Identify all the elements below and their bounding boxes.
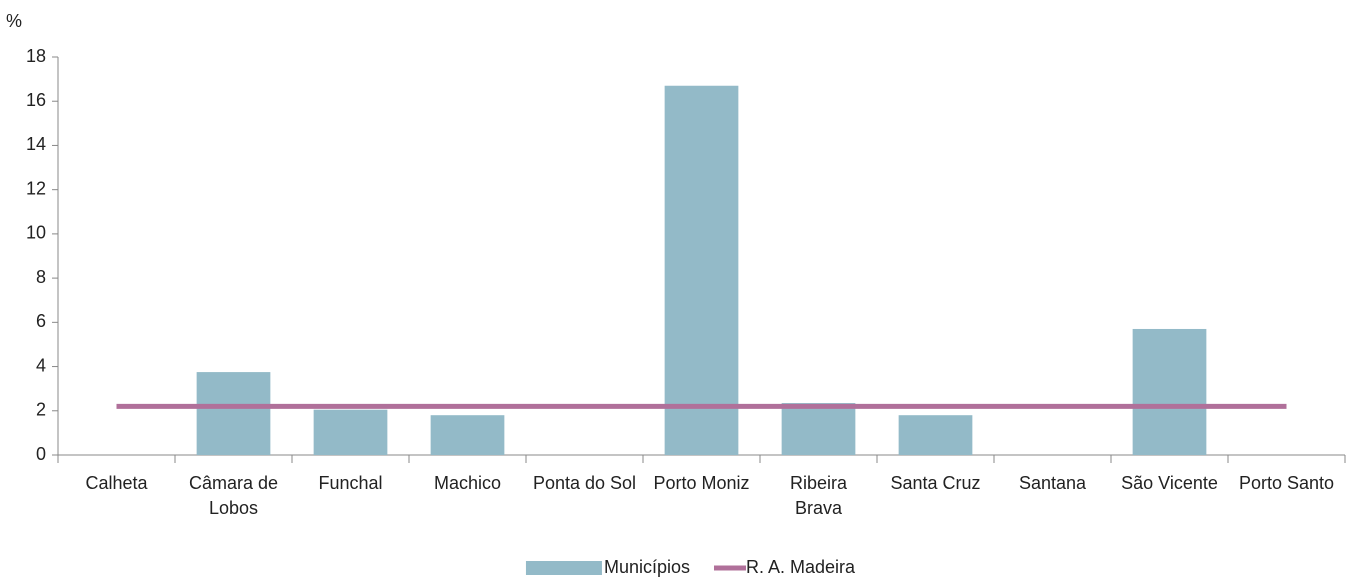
- y-tick-label: 6: [36, 311, 46, 331]
- x-tick-label: Porto Santo: [1239, 473, 1334, 493]
- legend-label: Municípios: [604, 557, 690, 577]
- x-tick-label: Calheta: [85, 473, 148, 493]
- x-tick-label: Ponta do Sol: [533, 473, 636, 493]
- y-tick-label: 2: [36, 400, 46, 420]
- x-tick-label: Câmara de Lobos: [189, 473, 278, 518]
- bar: [664, 85, 739, 455]
- x-tick-label: Santana: [1019, 473, 1087, 493]
- y-tick-label: 4: [36, 355, 46, 375]
- bar: [898, 415, 973, 455]
- x-tick-label: Machico: [434, 473, 501, 493]
- y-tick-label: 14: [26, 134, 46, 154]
- x-tick-label: Porto Moniz: [653, 473, 749, 493]
- y-tick-label: 8: [36, 267, 46, 287]
- x-tick-label: Funchal: [318, 473, 382, 493]
- y-unit-label: %: [6, 11, 22, 31]
- y-tick-label: 10: [26, 223, 46, 243]
- legend: Municípios R. A. Madeira: [525, 557, 856, 577]
- x-tick-label: Santa Cruz: [890, 473, 980, 493]
- legend-label: R. A. Madeira: [746, 557, 856, 577]
- bar: [313, 409, 388, 455]
- bar: [430, 415, 505, 455]
- x-tick-label: Ribeira Brava: [790, 473, 848, 518]
- y-tick-label: 18: [26, 46, 46, 66]
- y-tick-label: 0: [36, 444, 46, 464]
- legend-swatch: [525, 561, 602, 575]
- x-tick-label: São Vicente: [1121, 473, 1218, 493]
- bar: [781, 403, 856, 455]
- y-tick-label: 16: [26, 90, 46, 110]
- bar: [1132, 328, 1207, 455]
- bar: [196, 372, 271, 455]
- y-tick-label: 12: [26, 178, 46, 198]
